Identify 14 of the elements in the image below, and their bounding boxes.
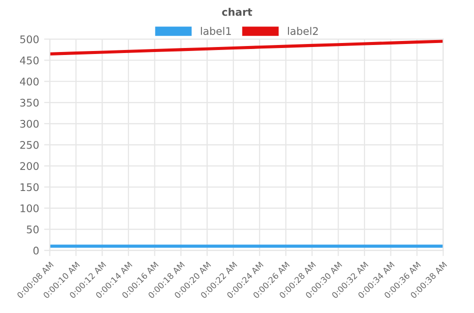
y-tick-label: 250 [20, 140, 39, 149]
y-tick-label: 300 [20, 120, 39, 128]
y-tick-label: 400 [20, 78, 39, 86]
y-tick-label: 350 [20, 98, 39, 107]
y-tick-label: 0 [33, 246, 39, 255]
y-tick-label: 50 [26, 226, 39, 234]
y-tick-label: 150 [20, 183, 39, 192]
chart-title: chart [222, 8, 252, 16]
y-tick-label: 100 [20, 204, 39, 212]
y-tick-label: 200 [20, 162, 39, 170]
legend-label: label2 [288, 26, 318, 35]
y-tick-label: 500 [20, 35, 39, 44]
y-tick-label: 450 [20, 56, 39, 64]
legend-label: label1 [200, 26, 231, 35]
